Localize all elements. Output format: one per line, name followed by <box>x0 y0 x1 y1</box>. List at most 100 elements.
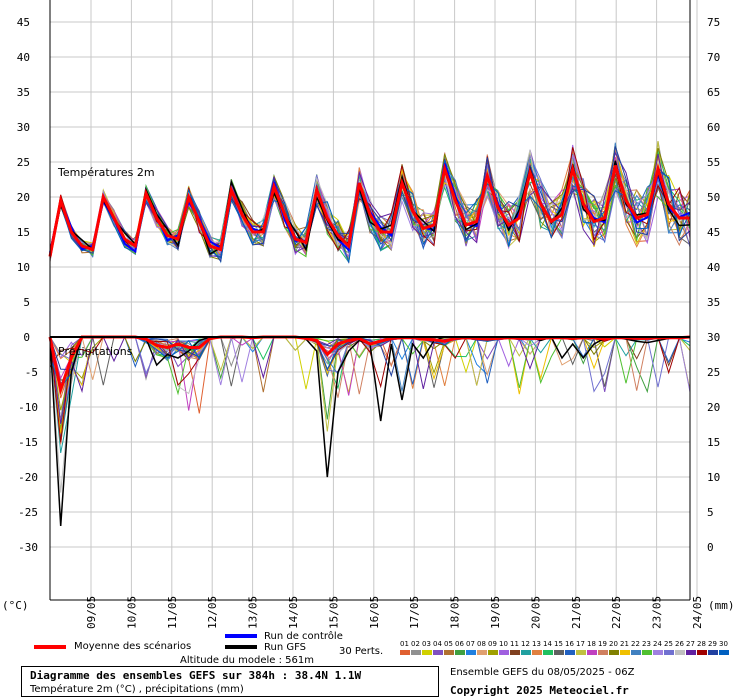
pert-number: 06 <box>455 640 464 648</box>
precip-left-tick: -30 <box>18 541 38 554</box>
date-tick: 18/05 <box>449 596 462 629</box>
pert-swatch <box>609 650 619 655</box>
pert-swatch <box>719 650 729 655</box>
pert-swatch <box>422 650 432 655</box>
temp-right-tick: 30 <box>707 331 720 344</box>
temp-member-line <box>49 154 691 263</box>
pert-number: 07 <box>466 640 475 648</box>
pert-number: 16 <box>565 640 574 648</box>
grid <box>50 0 698 600</box>
pert-number: 11 <box>510 640 519 648</box>
pert-swatch <box>532 650 542 655</box>
date-tick: 09/05 <box>85 596 98 629</box>
pert-swatch <box>466 650 476 655</box>
pert-number: 04 <box>433 640 442 648</box>
legend-mean-label: Moyenne des scénarios <box>74 641 192 652</box>
date-tick: 17/05 <box>408 596 421 629</box>
date-tick: 23/05 <box>651 596 664 629</box>
date-tick: 21/05 <box>570 596 583 629</box>
altitude-label: Altitude du modele : 561m <box>180 655 314 666</box>
legend-perts-label: 30 Perts. <box>339 646 384 657</box>
pert-number: 18 <box>587 640 596 648</box>
pert-swatch <box>642 650 652 655</box>
pert-swatch <box>510 650 520 655</box>
pert-swatch <box>543 650 553 655</box>
temp-right-tick: 40 <box>707 261 720 274</box>
precip-left-tick: -20 <box>18 471 38 484</box>
pert-number: 12 <box>521 640 530 648</box>
temp-member-line <box>49 147 691 261</box>
pert-number: 21 <box>620 640 629 648</box>
pert-number: 02 <box>411 640 420 648</box>
precip-left-tick: -5 <box>25 366 38 379</box>
temp-left-tick: 35 <box>17 86 30 99</box>
pert-swatch <box>400 650 410 655</box>
temp-right-tick: 55 <box>707 156 720 169</box>
temperature-panel-label: Températures 2m <box>57 166 155 179</box>
temp-right-tick: 65 <box>707 86 720 99</box>
temp-member-line <box>49 146 691 263</box>
legend-gfs-label: Run GFS <box>264 642 307 653</box>
temp-left-tick: 40 <box>17 51 30 64</box>
pert-swatch <box>598 650 608 655</box>
copyright: Copyright 2025 Meteociel.fr <box>450 684 629 697</box>
pert-number: 25 <box>664 640 673 648</box>
pert-swatch <box>587 650 597 655</box>
pert-number: 05 <box>444 640 453 648</box>
precip-right-tick: 0 <box>707 541 714 554</box>
pert-number: 10 <box>499 640 508 648</box>
pert-swatch <box>411 650 421 655</box>
date-tick: 20/05 <box>529 596 542 629</box>
pert-swatch <box>686 650 696 655</box>
pert-number: 24 <box>653 640 662 648</box>
pert-swatch <box>455 650 465 655</box>
temp-left-tick: 15 <box>17 226 30 239</box>
precip-right-tick: 5 <box>707 506 714 519</box>
title-box: Diagramme des ensembles GEFS sur 384h : … <box>21 666 439 697</box>
legend-control-label: Run de contrôle <box>264 631 343 642</box>
date-tick: 19/05 <box>489 596 502 629</box>
pert-number: 19 <box>598 640 607 648</box>
date-tick: 11/05 <box>166 596 179 629</box>
pert-number: 27 <box>686 640 695 648</box>
pert-number: 26 <box>675 640 684 648</box>
date-tick: 16/05 <box>368 596 381 629</box>
precip-right-tick: 20 <box>707 401 720 414</box>
precip-right-tick: 10 <box>707 471 720 484</box>
pert-swatch <box>444 650 454 655</box>
precipitation-panel-label: Précipitations <box>58 345 133 358</box>
date-tick: 22/05 <box>610 596 623 629</box>
date-tick: 10/05 <box>125 596 138 629</box>
pert-swatch <box>653 650 663 655</box>
temp-right-tick: 60 <box>707 121 720 134</box>
pert-swatch <box>477 650 487 655</box>
run-info: Ensemble GEFS du 08/05/2025 - 06Z <box>450 667 635 678</box>
chart-subtitle: Température 2m (°C) , précipitations (mm… <box>30 684 244 695</box>
date-tick: 15/05 <box>327 596 340 629</box>
pert-swatch <box>631 650 641 655</box>
temp-right-tick: 75 <box>707 16 720 29</box>
temp-left-tick: 20 <box>17 191 30 204</box>
precip-left-tick: -10 <box>18 401 38 414</box>
temp-right-tick: 50 <box>707 191 720 204</box>
pert-number: 14 <box>543 640 552 648</box>
precip-right-tick: 15 <box>707 436 720 449</box>
temp-right-tick: 45 <box>707 226 720 239</box>
temp-left-tick: 0 <box>23 331 30 344</box>
pert-swatch <box>554 650 564 655</box>
pert-number: 23 <box>642 640 651 648</box>
pert-swatch <box>697 650 707 655</box>
right-unit-label: (mm) <box>708 599 735 612</box>
pert-swatch <box>565 650 575 655</box>
pert-number: 22 <box>631 640 640 648</box>
pert-swatch <box>576 650 586 655</box>
temp-left-tick: 30 <box>17 121 30 134</box>
pert-number: 17 <box>576 640 585 648</box>
pert-number: 01 <box>400 640 409 648</box>
pert-number: 30 <box>719 640 728 648</box>
date-tick: 24/05 <box>691 596 704 629</box>
date-tick: 12/05 <box>206 596 219 629</box>
